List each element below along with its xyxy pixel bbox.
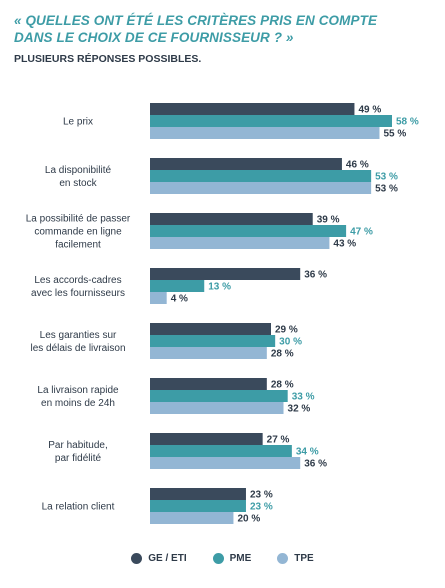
bar [150, 182, 372, 194]
bar [150, 347, 267, 359]
legend-swatch-pme [212, 553, 224, 564]
bar [150, 292, 167, 304]
legend-item-pme: PME [212, 553, 252, 564]
bar [150, 237, 330, 249]
chart-title-line-2: DANS LE CHOIX DE CE FOURNISSEUR ? » [14, 30, 294, 45]
value-label: 34 % [296, 447, 319, 458]
value-label: 30 % [279, 337, 302, 348]
bar [150, 170, 372, 182]
value-label: 4 % [171, 294, 188, 305]
value-label: 46 % [346, 160, 369, 171]
category-label: Le prix [63, 117, 93, 128]
bar [150, 402, 284, 414]
bar [150, 512, 234, 524]
legend-label-pme: PME [229, 553, 252, 564]
category-label: Par habitude, par fidélité [48, 440, 108, 464]
value-label: 53 % [375, 184, 398, 195]
value-label: 43 % [333, 239, 356, 250]
legend-item-ge-eti: GE / ETI [131, 553, 187, 564]
chart-legend: GE / ETI PME TPE [0, 553, 445, 564]
value-label: 47 % [350, 227, 373, 238]
legend-swatch-tpe [277, 553, 289, 564]
legend-label-tpe: TPE [294, 553, 314, 564]
bar [150, 103, 355, 115]
bar [150, 335, 276, 347]
value-label: 28 % [271, 380, 294, 391]
chart-subtitle: PLUSIEURS RÉPONSES POSSIBLES. [14, 53, 202, 65]
value-label: 27 % [267, 435, 290, 446]
category-label: Les garanties sur les délais de livraison [30, 330, 125, 354]
value-label: 55 % [383, 129, 406, 140]
bar [150, 268, 301, 280]
category-label: La possibilité de passer commande en lign… [26, 214, 131, 251]
legend-swatch-ge-eti [131, 553, 143, 564]
category-label: La livraison rapide en moins de 24h [37, 385, 119, 409]
bar [150, 280, 205, 292]
bar [150, 323, 271, 335]
bar [150, 158, 342, 170]
bar [150, 500, 246, 512]
chart-title-line-1: « QUELLES ONT ÉTÉ LES CRITÈRES PRIS EN C… [14, 13, 378, 28]
bar [150, 488, 246, 500]
bar-chart: Le prix 49 % 58 %55 % La disponibilité en st… [26, 103, 419, 525]
value-label: 58 % [396, 117, 419, 128]
value-label: 36 % [304, 459, 327, 470]
category-label: La relation client [42, 502, 115, 513]
bar [150, 457, 301, 469]
legend-label-ge-eti: GE / ETI [148, 553, 187, 564]
value-label: 49 % [358, 105, 381, 116]
bar [150, 127, 380, 139]
value-label: 33 % [292, 392, 315, 403]
bar [150, 445, 292, 457]
value-label: 53 % [375, 172, 398, 183]
bar [150, 378, 267, 390]
legend-item-tpe: TPE [277, 553, 314, 564]
value-label: 20 % [237, 514, 260, 525]
value-label: 28 % [271, 349, 294, 360]
category-label: Les accords-cadres avec les fournisseurs [31, 275, 125, 299]
bar [150, 225, 347, 237]
value-label: 23 % [250, 502, 273, 513]
bar [150, 390, 288, 402]
value-label: 23 % [250, 490, 273, 501]
value-label: 36 % [304, 270, 327, 281]
value-label: 39 % [317, 215, 340, 226]
value-label: 29 % [275, 325, 298, 336]
value-label: 13 % [208, 282, 231, 293]
bar [150, 115, 392, 127]
chart-title: « QUELLES ONT ÉTÉ LES CRITÈRES PRIS EN C… [14, 12, 434, 46]
bar [150, 433, 263, 445]
bar [150, 213, 313, 225]
value-label: 32 % [288, 404, 311, 415]
category-label: La disponibilité en stock [45, 165, 112, 189]
